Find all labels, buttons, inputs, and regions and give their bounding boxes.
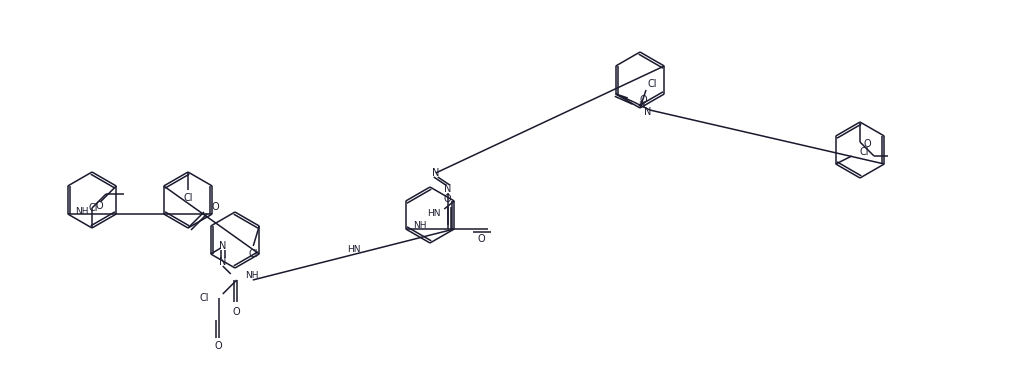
Text: O: O <box>215 341 222 351</box>
Text: HN: HN <box>347 245 360 254</box>
Text: O: O <box>233 307 241 317</box>
Text: N: N <box>644 107 651 117</box>
Text: O: O <box>864 139 872 149</box>
Text: N: N <box>432 168 439 178</box>
Text: N: N <box>445 184 452 194</box>
Text: O: O <box>96 201 104 211</box>
Text: O: O <box>443 194 452 204</box>
Text: Cl: Cl <box>860 147 870 157</box>
Text: O: O <box>640 95 647 105</box>
Text: Cl: Cl <box>200 293 209 303</box>
Text: N: N <box>219 257 226 267</box>
Text: Cl: Cl <box>248 249 258 259</box>
Text: NH: NH <box>413 220 426 230</box>
Text: Cl: Cl <box>648 79 658 89</box>
Text: O: O <box>477 234 486 244</box>
Text: NH: NH <box>245 272 258 280</box>
Text: Cl: Cl <box>88 203 98 213</box>
Text: NH: NH <box>75 207 88 216</box>
Text: O: O <box>212 202 219 212</box>
Text: Cl: Cl <box>183 193 192 203</box>
Text: N: N <box>219 241 226 251</box>
Text: H: H <box>639 102 645 111</box>
Text: HN: HN <box>427 209 440 218</box>
